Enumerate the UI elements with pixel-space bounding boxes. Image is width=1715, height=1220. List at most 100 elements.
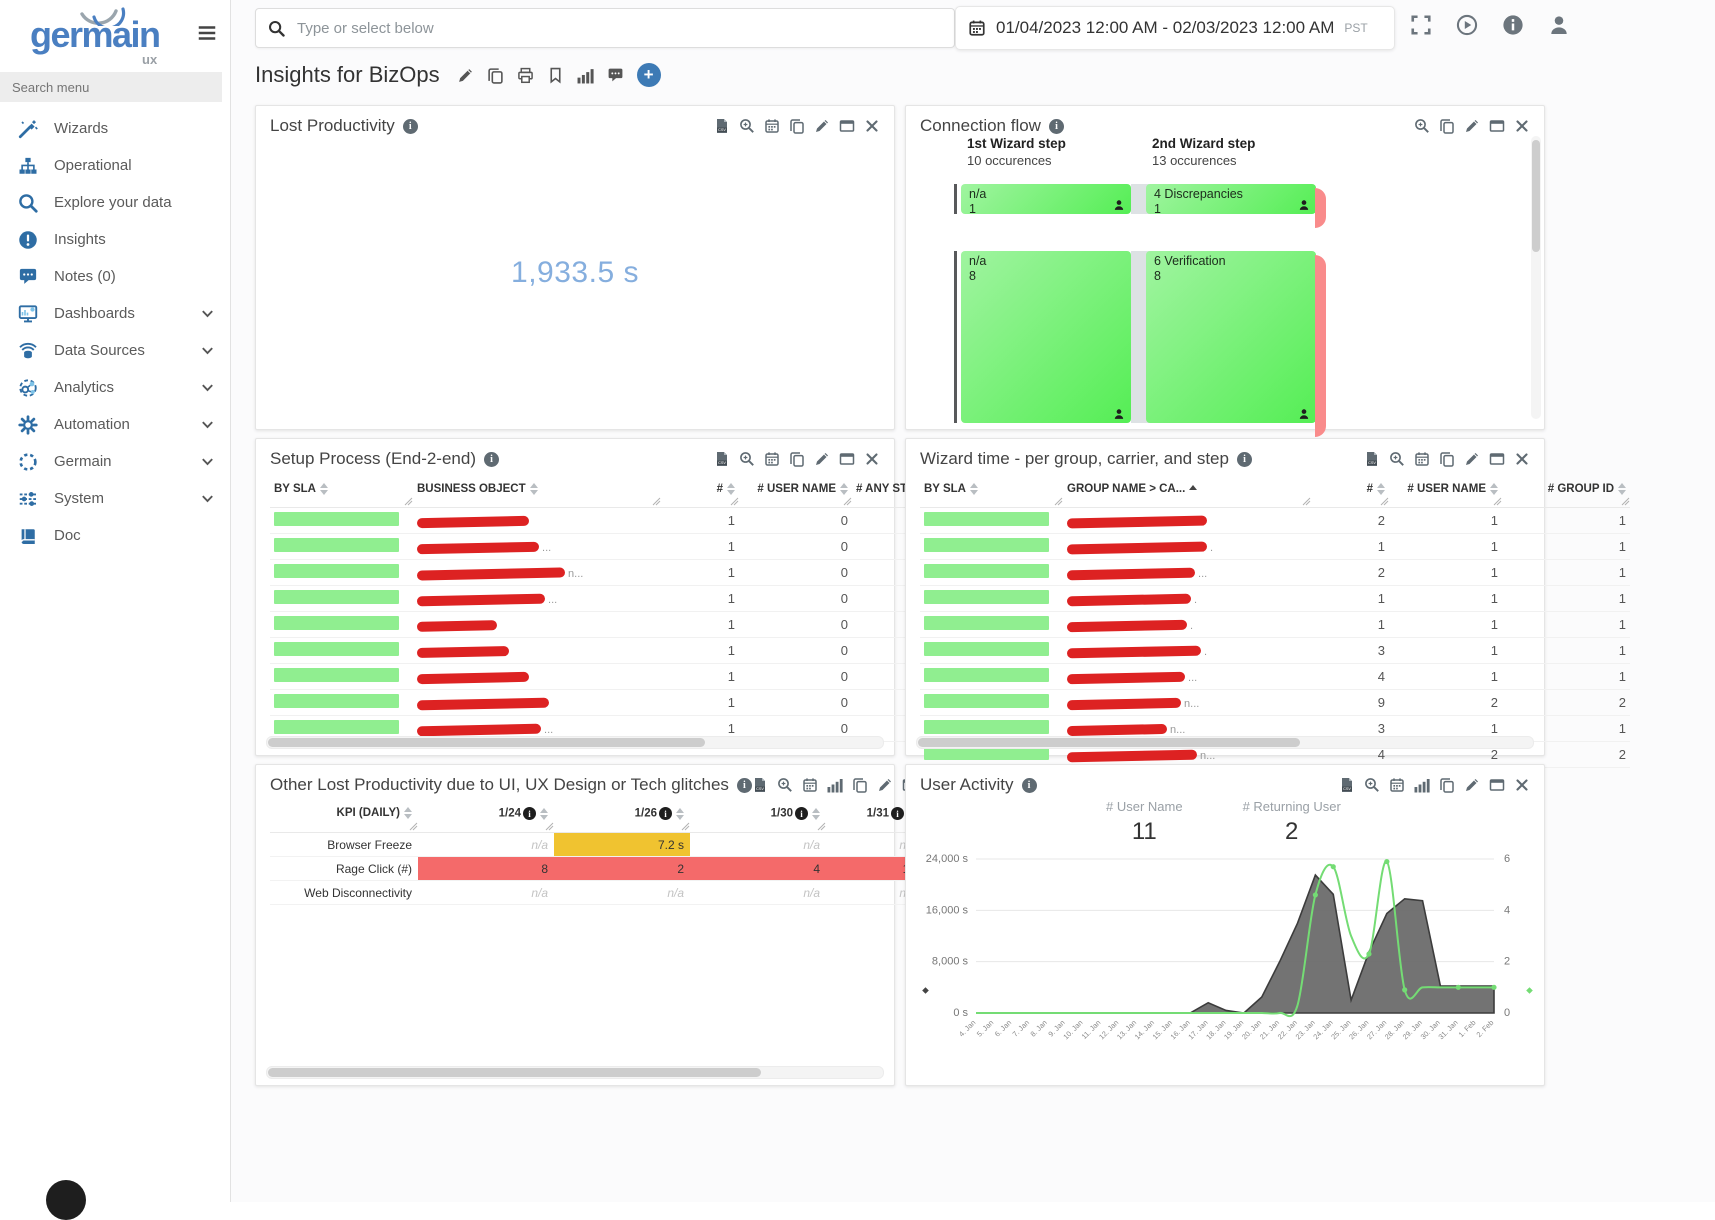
table-row[interactable]: n... 3 1 1 <box>920 715 1630 743</box>
csv-icon[interactable]: CSV <box>1339 777 1355 793</box>
column-resize-handle[interactable] <box>404 497 413 506</box>
play-icon[interactable] <box>1456 14 1478 36</box>
legend-toggle-left[interactable] <box>920 985 932 997</box>
csv-icon[interactable]: CSV <box>1364 451 1380 467</box>
bars-icon[interactable] <box>577 67 594 84</box>
expand-icon[interactable] <box>1410 14 1432 36</box>
column-resize-handle[interactable] <box>843 497 852 506</box>
window-icon[interactable] <box>1489 118 1505 134</box>
info-icon[interactable] <box>1502 14 1524 36</box>
copy-icon[interactable] <box>789 451 805 467</box>
info-icon[interactable]: i <box>1021 777 1037 793</box>
sidebar-item-germain[interactable]: Germain <box>0 443 230 480</box>
edit-icon[interactable] <box>814 451 830 467</box>
column-header-[interactable]: # <box>661 479 739 509</box>
table-row[interactable]: ...100 <box>270 585 980 613</box>
edit-icon[interactable] <box>1464 451 1480 467</box>
close-icon[interactable] <box>1514 118 1530 134</box>
window-icon[interactable] <box>839 451 855 467</box>
date-range-picker[interactable]: 01/04/2023 12:00 AM - 02/03/2023 12:00 A… <box>955 6 1395 50</box>
info-icon[interactable]: i <box>402 118 418 134</box>
kpi-column-header-kpi-daily-[interactable]: KPI (DAILY) <box>270 803 418 833</box>
close-icon[interactable] <box>1514 777 1530 793</box>
hamburger-menu-icon[interactable] <box>196 22 218 44</box>
table-row[interactable]: 100 <box>270 689 980 717</box>
close-icon[interactable] <box>1514 451 1530 467</box>
column-header-by-sla[interactable]: BY SLA <box>270 479 413 509</box>
legend-toggle-right[interactable] <box>1524 985 1536 997</box>
copy-icon[interactable] <box>852 777 868 793</box>
copy-icon[interactable] <box>1439 777 1455 793</box>
table-row[interactable]: n...100 <box>270 559 980 587</box>
csv-icon[interactable]: CSV <box>714 451 730 467</box>
column-resize-handle[interactable] <box>409 822 418 831</box>
copy-icon[interactable] <box>789 118 805 134</box>
sidebar-item-dashboards[interactable]: Dashboards <box>0 295 230 332</box>
calendar-icon[interactable] <box>764 451 780 467</box>
column-resize-handle[interactable] <box>1302 497 1311 506</box>
sidebar-item-automation[interactable]: Automation <box>0 406 230 443</box>
kpi-column-header-1-26[interactable]: 1/26 i <box>554 803 690 833</box>
sidebar-item-doc[interactable]: Doc <box>0 517 230 554</box>
brand-logo[interactable]: germain ux <box>0 0 230 72</box>
kpi-row[interactable]: Rage Click (#)82417 <box>270 856 922 881</box>
info-icon[interactable]: i <box>484 451 499 467</box>
calendar-icon[interactable] <box>1389 777 1405 793</box>
table-row[interactable]: ...100 <box>270 533 980 561</box>
user-icon[interactable] <box>1548 14 1570 36</box>
copy-icon[interactable] <box>1439 451 1455 467</box>
column-header-group-id[interactable]: # GROUP ID <box>1502 479 1630 509</box>
sidebar-item-analytics[interactable]: Analytics <box>0 369 230 406</box>
csv-icon[interactable]: CSV <box>752 777 768 793</box>
column-resize-handle[interactable] <box>817 822 826 831</box>
info-icon[interactable]: i <box>736 777 752 793</box>
column-header-user-name[interactable]: # USER NAME <box>1389 479 1502 509</box>
sankey-node[interactable]: 6 Verification 8 <box>1146 251 1316 423</box>
table-row[interactable]: 100 <box>270 663 980 691</box>
column-resize-handle[interactable] <box>1493 497 1502 506</box>
sidebar-item-data-sources[interactable]: Data Sources <box>0 332 230 369</box>
plus-icon[interactable]: + <box>636 63 661 87</box>
zoom-icon[interactable] <box>1364 777 1380 793</box>
column-resize-handle[interactable] <box>681 822 690 831</box>
calendar-icon[interactable] <box>1414 451 1430 467</box>
column-resize-handle[interactable] <box>730 497 739 506</box>
column-resize-handle[interactable] <box>1054 497 1063 506</box>
column-header-by-sla[interactable]: BY SLA <box>920 479 1063 509</box>
sidebar-search-input[interactable] <box>0 72 222 102</box>
zoom-icon[interactable] <box>777 777 793 793</box>
column-header-group-name-ca[interactable]: GROUP NAME > CA... <box>1063 479 1311 509</box>
edit-icon[interactable] <box>877 777 893 793</box>
sankey-node[interactable]: 4 Discrepancies 1 <box>1146 184 1316 216</box>
table-row[interactable]: ... 4 1 1 <box>920 663 1630 691</box>
info-icon[interactable]: i <box>1236 451 1252 467</box>
edit-icon[interactable] <box>457 67 474 84</box>
window-icon[interactable] <box>1489 777 1505 793</box>
comment-dark-icon[interactable] <box>607 67 624 84</box>
table-row[interactable]: 100 <box>270 611 980 639</box>
kpi-column-header-1-30[interactable]: 1/30 i <box>690 803 826 833</box>
edit-icon[interactable] <box>1464 777 1480 793</box>
sidebar-item-operational[interactable]: Operational <box>0 147 230 184</box>
info-icon[interactable]: i <box>659 807 672 820</box>
floating-action-button[interactable] <box>46 1180 86 1220</box>
calendar-icon[interactable] <box>802 777 818 793</box>
bookmark-icon[interactable] <box>547 67 564 84</box>
column-header-business-object[interactable]: BUSINESS OBJECT <box>413 479 661 509</box>
column-resize-handle[interactable] <box>1621 497 1630 506</box>
column-resize-handle[interactable] <box>545 822 554 831</box>
info-icon[interactable]: i <box>523 807 536 820</box>
window-icon[interactable] <box>1489 451 1505 467</box>
column-header-[interactable]: # <box>1311 479 1389 509</box>
info-icon[interactable]: i <box>1048 118 1064 134</box>
calendar-icon[interactable] <box>764 118 780 134</box>
table-row[interactable]: n... 9 2 2 <box>920 689 1630 717</box>
global-search-input[interactable] <box>295 18 942 38</box>
table-row[interactable]: 100 <box>270 507 980 535</box>
